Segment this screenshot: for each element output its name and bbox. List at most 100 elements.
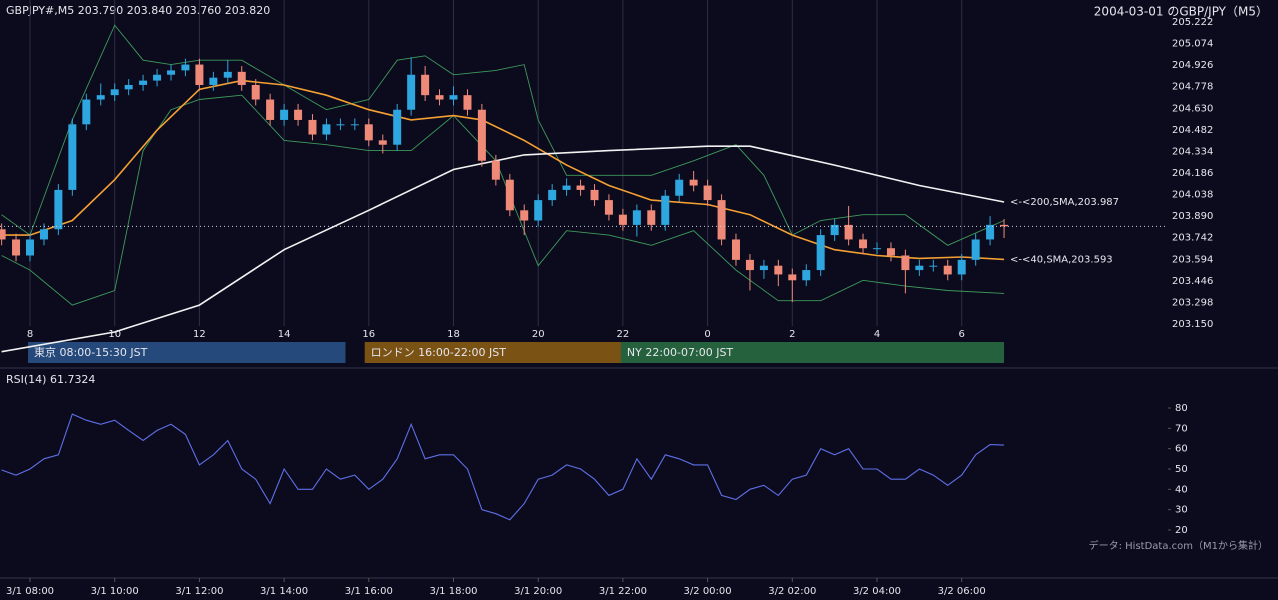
candle-body bbox=[731, 239, 740, 260]
candle-body bbox=[844, 224, 853, 240]
x-tick-label: 3/2 00:00 bbox=[684, 586, 732, 597]
candle-body bbox=[294, 109, 303, 120]
y-tick-label: 20 bbox=[1175, 525, 1188, 536]
candle-body bbox=[986, 224, 995, 240]
x-tick-label: 3/1 08:00 bbox=[6, 586, 54, 597]
x-tick-label: 3/2 04:00 bbox=[853, 586, 901, 597]
candle-body bbox=[491, 160, 500, 180]
y-tick-label: 60 bbox=[1175, 444, 1188, 455]
candle-body bbox=[830, 224, 839, 236]
candle-body bbox=[82, 99, 91, 125]
x-tick-label: 6 bbox=[959, 329, 965, 340]
candle-body bbox=[449, 95, 458, 100]
y-tick-label: 204.926 bbox=[1172, 60, 1213, 71]
candle-body bbox=[308, 119, 317, 135]
candle-body bbox=[0, 229, 6, 240]
x-tick-label: 3/1 14:00 bbox=[260, 586, 308, 597]
x-tick-label: 3/1 22:00 bbox=[599, 586, 647, 597]
candle-body bbox=[929, 265, 938, 267]
candle-body bbox=[971, 239, 980, 260]
symbol-quote: GBPJPY#,M5 203.790 203.840 203.760 203.8… bbox=[6, 4, 270, 17]
candle-body bbox=[788, 274, 797, 281]
x-tick-label: 3/2 02:00 bbox=[768, 586, 816, 597]
y-tick-label: 80 bbox=[1175, 403, 1188, 414]
x-tick-label: 22 bbox=[617, 329, 630, 340]
y-tick-label: 204.186 bbox=[1172, 168, 1213, 179]
candle-body bbox=[647, 210, 656, 225]
candle-body bbox=[336, 124, 345, 126]
candle-body bbox=[153, 74, 162, 81]
y-tick-label: 204.778 bbox=[1172, 82, 1213, 93]
candle-body bbox=[689, 179, 698, 186]
candle-body bbox=[759, 265, 768, 271]
candle-body bbox=[378, 140, 387, 145]
candle-body bbox=[477, 109, 486, 161]
x-tick-label: 0 bbox=[704, 329, 710, 340]
x-tick-label: 3/1 12:00 bbox=[175, 586, 223, 597]
source-note: データ: HistData.com（M1から集計） bbox=[1089, 539, 1268, 552]
candle-body bbox=[562, 185, 571, 190]
candle-body bbox=[632, 210, 641, 225]
candle-body bbox=[745, 259, 754, 271]
candle-body bbox=[774, 265, 783, 275]
candle-body bbox=[1000, 224, 1009, 227]
candle-body bbox=[520, 210, 529, 221]
candle-body bbox=[717, 200, 726, 240]
session-label: ロンドン 16:00-22:00 JST bbox=[371, 346, 507, 359]
y-tick-label: 70 bbox=[1175, 423, 1188, 434]
session-label: NY 22:00-07:00 JST bbox=[627, 346, 734, 359]
y-tick-label: 205.074 bbox=[1172, 39, 1213, 50]
candle-body bbox=[590, 189, 599, 201]
candle-body bbox=[816, 235, 825, 271]
session-bar bbox=[364, 342, 623, 363]
candle-body bbox=[604, 200, 613, 215]
y-tick-label: 40 bbox=[1175, 484, 1188, 495]
y-tick-label: 203.594 bbox=[1172, 254, 1213, 265]
y-tick-label: 30 bbox=[1175, 505, 1188, 516]
candle-body bbox=[139, 80, 148, 85]
x-tick-label: 3/1 20:00 bbox=[514, 586, 562, 597]
candle-body bbox=[661, 195, 670, 225]
x-tick-label: 16 bbox=[362, 329, 375, 340]
y-tick-label: 50 bbox=[1175, 464, 1188, 475]
x-tick-label: 3/1 16:00 bbox=[345, 586, 393, 597]
candle-body bbox=[266, 99, 275, 120]
candle-body bbox=[421, 74, 430, 96]
session-label: 東京 08:00-15:30 JST bbox=[34, 345, 148, 359]
x-tick-label: 10 bbox=[108, 329, 121, 340]
candle-body bbox=[873, 248, 881, 250]
candle-body bbox=[350, 124, 359, 126]
line bbox=[1, 24, 1005, 246]
candle-body bbox=[886, 248, 895, 256]
y-tick-label: 203.890 bbox=[1172, 211, 1213, 222]
candle-body bbox=[703, 185, 712, 201]
y-tick-label: 203.446 bbox=[1172, 276, 1213, 287]
rsi-title: RSI(14) 61.7324 bbox=[6, 373, 95, 386]
candle-body bbox=[901, 255, 910, 271]
candle-body bbox=[26, 239, 34, 256]
candle-body bbox=[943, 265, 952, 275]
candle-body bbox=[957, 259, 966, 275]
x-tick-label: 3/2 06:00 bbox=[938, 586, 986, 597]
candle-body bbox=[435, 95, 444, 100]
sma-label: <-<200,SMA,203.987 bbox=[1010, 197, 1119, 208]
x-tick-label: 3/1 18:00 bbox=[429, 586, 477, 597]
candle-body bbox=[68, 124, 77, 190]
candle-body bbox=[505, 179, 514, 211]
y-tick-label: 203.298 bbox=[1172, 297, 1213, 308]
candle-body bbox=[407, 74, 416, 110]
candle-body bbox=[675, 179, 684, 196]
candle-body bbox=[195, 64, 204, 85]
candle-body bbox=[181, 64, 190, 71]
x-tick-label: 18 bbox=[447, 329, 460, 340]
candle-body bbox=[534, 200, 543, 221]
candle-body bbox=[251, 84, 260, 100]
candle-body bbox=[915, 265, 924, 271]
candle-body bbox=[463, 95, 472, 110]
session-bar bbox=[620, 342, 1005, 363]
line bbox=[1, 413, 1005, 521]
candle-body bbox=[322, 124, 331, 135]
y-tick-label: 204.038 bbox=[1172, 190, 1213, 201]
